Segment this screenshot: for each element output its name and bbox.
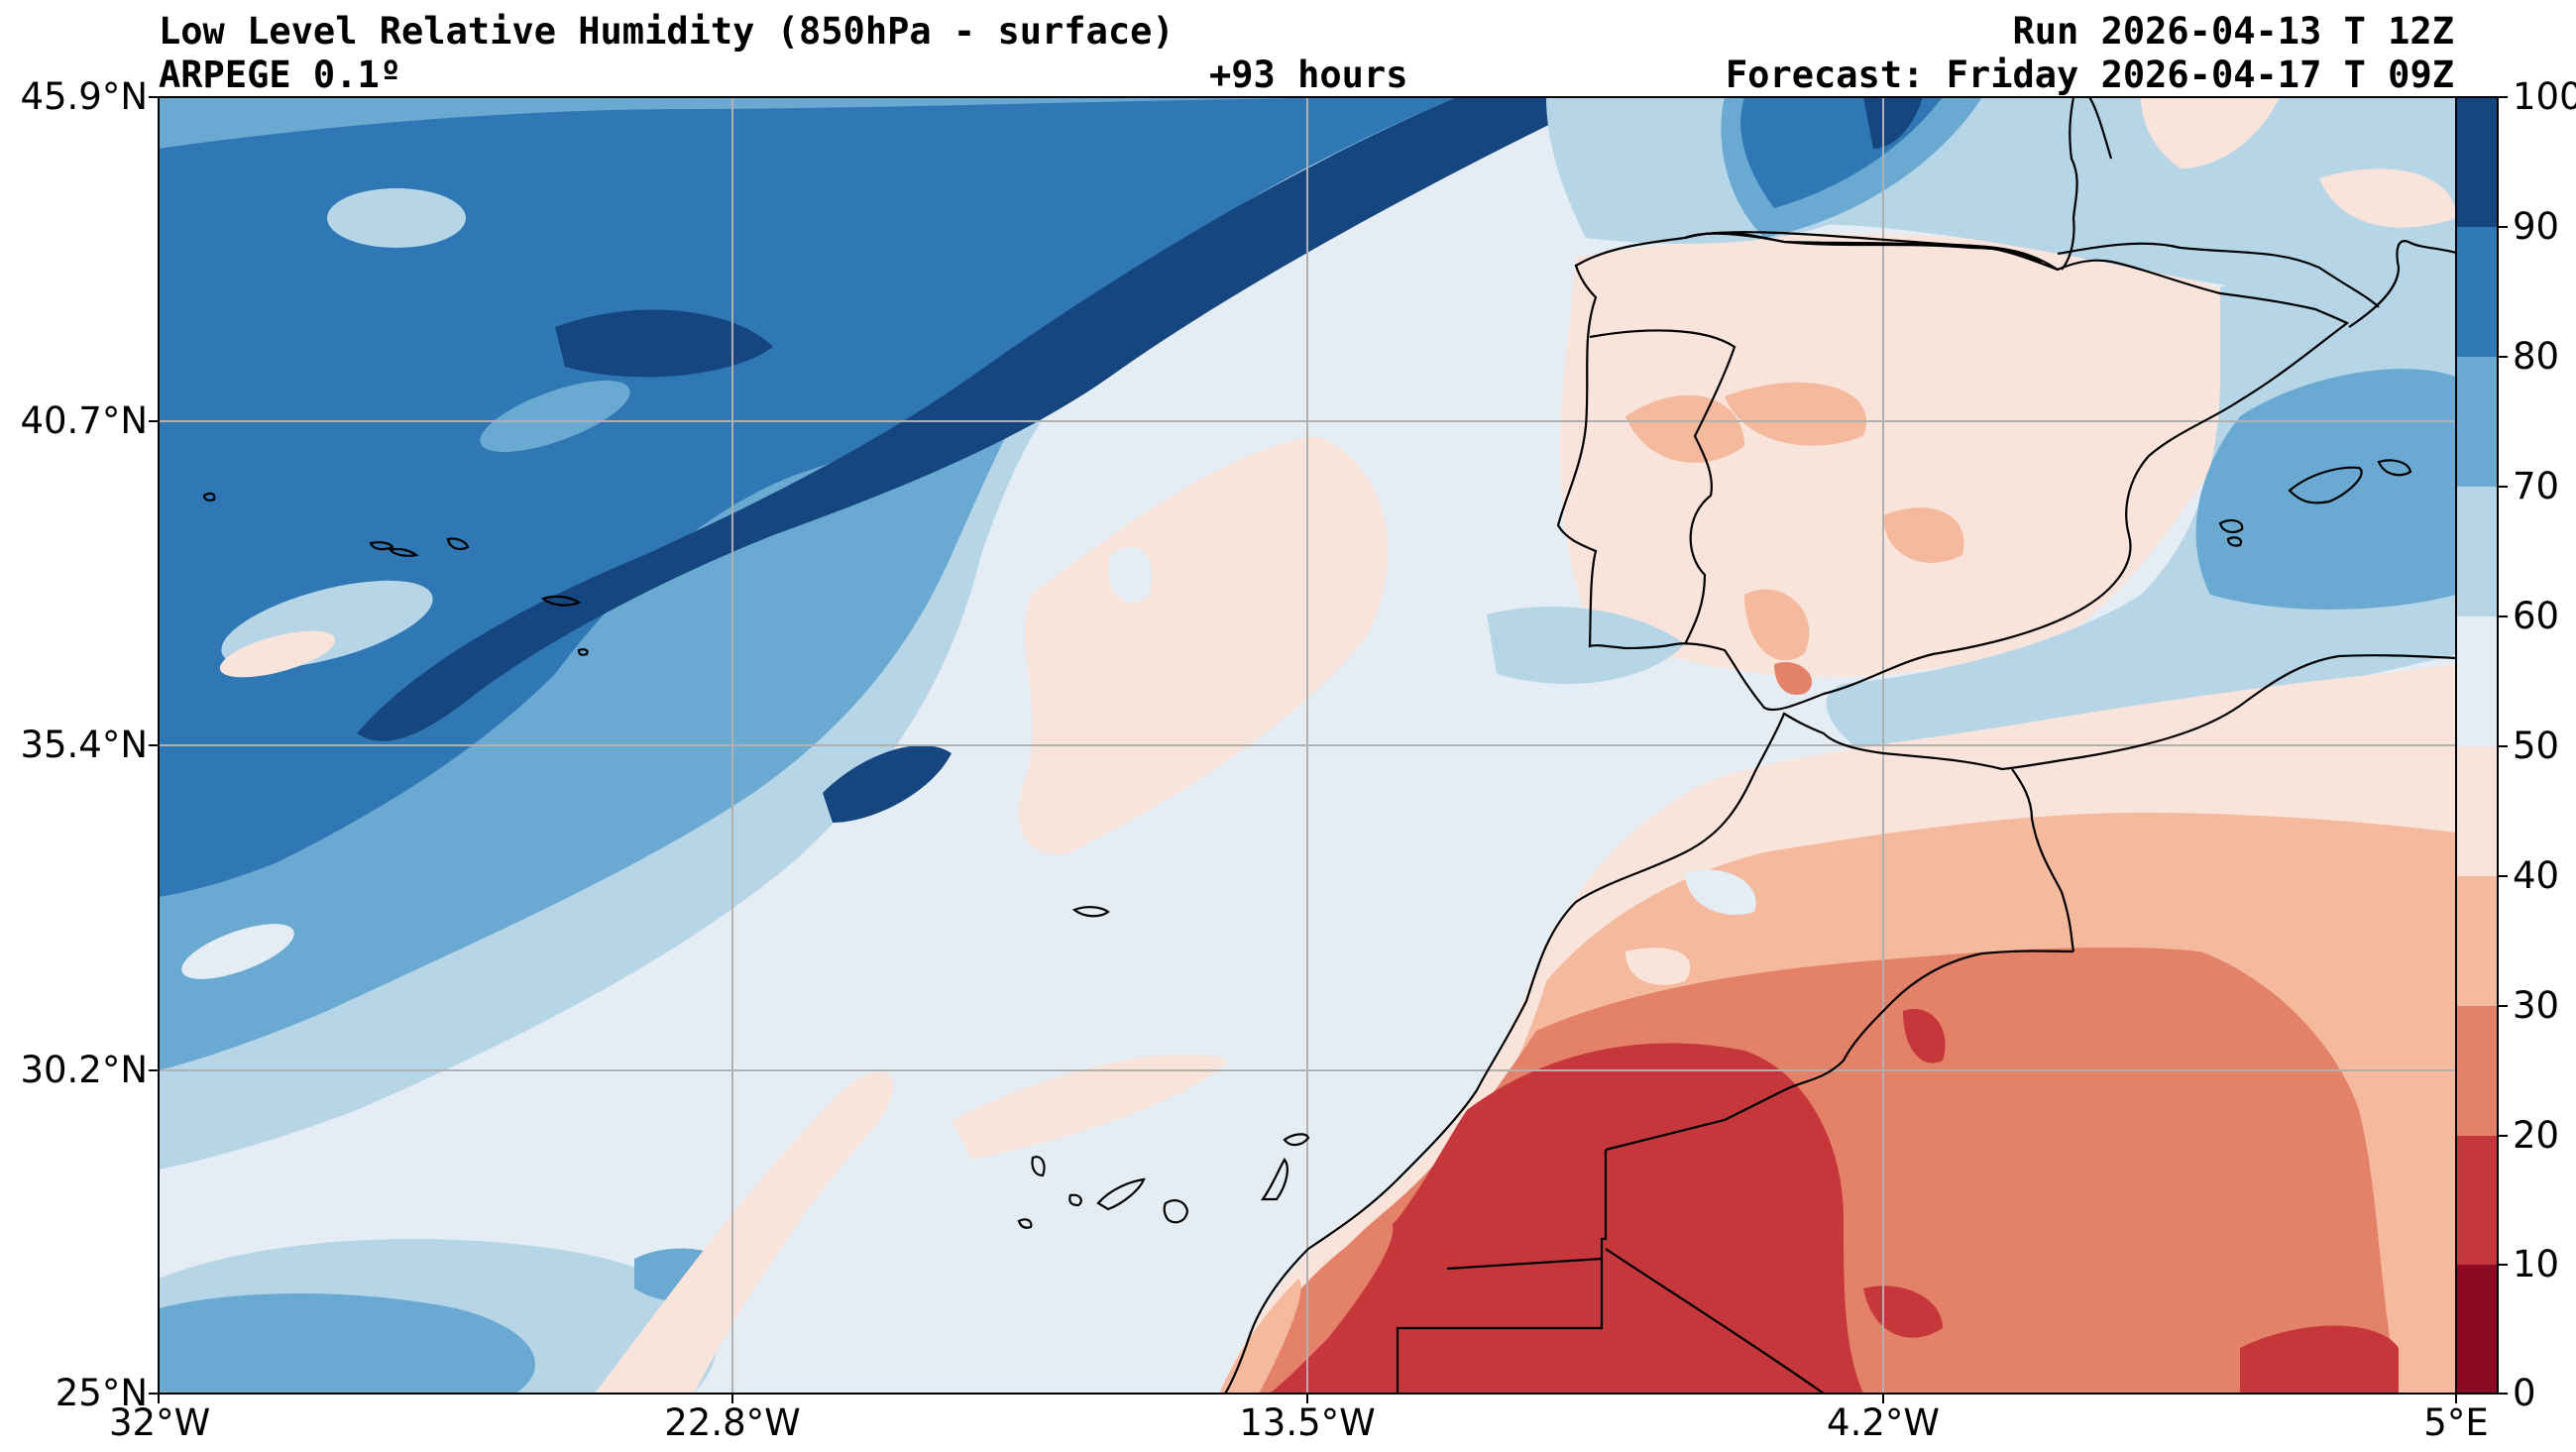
colorbar-segment-70-80	[2456, 357, 2498, 487]
lon-label-13-5w: 13.5°W	[1239, 1401, 1376, 1444]
coastlines	[202, 97, 2456, 1394]
colorbar-segment-40-50	[2456, 746, 2498, 876]
humidity-zone-mediterranean	[1826, 254, 2456, 753]
colorbar-label-0: 0	[2513, 1372, 2536, 1414]
colorbar	[2455, 96, 2508, 1395]
lat-label-45-9: 45.9°N	[20, 75, 148, 118]
lon-label-4-2w: 4.2°W	[1827, 1401, 1940, 1444]
colorbar-label-90: 90	[2513, 205, 2560, 248]
lon-label-22-8w: 22.8°W	[664, 1401, 801, 1444]
lat-label-30-2: 30.2°N	[20, 1049, 148, 1091]
colorbar-segment-20-30	[2456, 1006, 2498, 1136]
lon-label-5e: 5°E	[2423, 1401, 2489, 1444]
colorbar-segment-50-60	[2456, 616, 2498, 746]
colorbar-label-60: 60	[2513, 595, 2560, 637]
africa-coastline	[1224, 654, 2456, 1394]
lat-label-25: 25°N	[55, 1372, 148, 1414]
humidity-zone-90-100	[357, 97, 1606, 741]
colorbar-label-70: 70	[2513, 465, 2560, 507]
colorbar-label-100: 100	[2513, 75, 2576, 118]
colorbar-segment-90-100	[2456, 97, 2498, 227]
axis-ticks	[149, 96, 2457, 1403]
colorbar-label-50: 50	[2513, 725, 2560, 767]
colorbar-segment-0-10	[2456, 1265, 2498, 1394]
colorbar-label-10: 10	[2513, 1243, 2560, 1285]
lat-label-40-7: 40.7°N	[20, 399, 148, 442]
colorbar-segment-60-70	[2456, 487, 2498, 616]
lat-label-35-4: 35.4°N	[20, 724, 148, 766]
colorbar-segment-80-90	[2456, 227, 2498, 357]
colorbar-label-20: 20	[2513, 1114, 2560, 1157]
lead-time: +93 hours	[1209, 54, 1408, 96]
colorbar-segment-30-40	[2456, 876, 2498, 1006]
forecast-time: Forecast: Friday 2026-04-17 T 09Z	[1725, 54, 2454, 96]
colorbar-segment-10-20	[2456, 1136, 2498, 1265]
lon-label-32w: 32°W	[109, 1401, 211, 1444]
colorbar-label-40: 40	[2513, 854, 2560, 897]
iberia-coastline	[1556, 231, 2350, 712]
map-graticule	[159, 97, 2456, 1394]
model-name: ARPEGE 0.1º	[159, 54, 402, 96]
humidity-zone-iberia	[1560, 234, 2258, 678]
humidity-zone-80-90	[159, 97, 1457, 897]
run-time: Run 2026-04-13 T 12Z	[2012, 10, 2454, 53]
colorbar-label-30: 30	[2513, 984, 2560, 1027]
map-title: Low Level Relative Humidity (850hPa - su…	[159, 10, 1175, 53]
colorbar-label-80: 80	[2513, 335, 2560, 378]
